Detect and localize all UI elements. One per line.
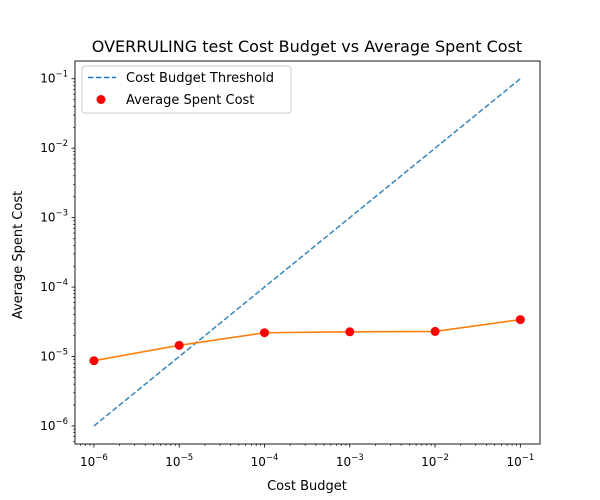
legend-label-average-spent-cost: Average Spent Cost	[126, 93, 254, 108]
legend-frame	[81, 65, 292, 114]
y-axis-label: Average Spent Cost	[11, 191, 26, 319]
legend: Cost Budget Threshold Average Spent Cost	[81, 65, 292, 114]
average-cost-line	[93, 318, 521, 362]
y-tick-label: 10−2	[40, 139, 68, 155]
legend-swatch-average-spent-cost	[96, 95, 106, 104]
data-point	[515, 315, 525, 325]
y-axis-ticks: 10−6 10−5 10−4 10−3 10−2 10−1	[40, 70, 75, 442]
y-tick-label: 10−3	[40, 209, 68, 225]
x-tick-label: 10−4	[251, 453, 279, 469]
x-tick-label: 10−3	[336, 453, 364, 469]
y-tick-label: 10−1	[40, 70, 68, 86]
threshold-line	[93, 78, 521, 427]
axes-frame	[74, 60, 541, 445]
x-tick-label: 10−6	[80, 453, 108, 469]
chart-title: OVERRULING test Cost Budget vs Average S…	[92, 37, 522, 56]
plot-area	[74, 60, 541, 445]
data-point	[174, 340, 184, 350]
y-tick-label: 10−5	[40, 348, 68, 364]
y-tick-label: 10−6	[40, 417, 68, 433]
data-point	[89, 356, 99, 366]
data-point	[345, 327, 355, 337]
x-axis-ticks: 10−6 10−5 10−4 10−3 10−2 10−1	[80, 444, 534, 469]
x-tick-label: 10−1	[506, 453, 534, 469]
x-tick-label: 10−2	[421, 453, 449, 469]
y-tick-label: 10−4	[40, 278, 68, 294]
data-point	[259, 328, 269, 338]
legend-label-threshold: Cost Budget Threshold	[126, 71, 274, 86]
data-point	[430, 326, 440, 336]
x-axis-label: Cost Budget	[267, 479, 347, 494]
x-tick-label: 10−5	[165, 453, 193, 469]
